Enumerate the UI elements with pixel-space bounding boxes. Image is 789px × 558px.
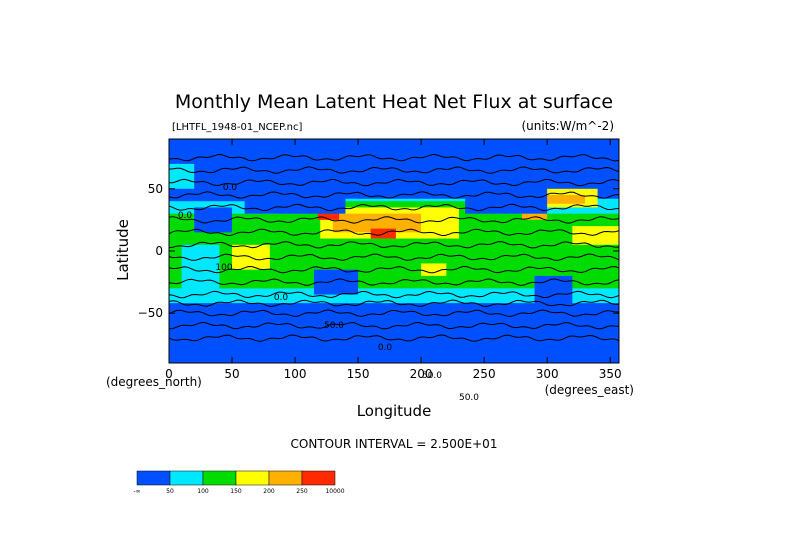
contour-label-0: 0.0 [223, 183, 238, 193]
x-unit-label: (degrees_east) [545, 383, 634, 397]
contour-labels: 0.0 0.0 100 0.0 50.0 0.0 50.0 50.0 [178, 183, 479, 403]
contour-line-11 [168, 203, 620, 212]
heatmap-region-11 [547, 195, 585, 204]
dataset-label: [LHTFL_1948-01_NCEP.nc] [172, 122, 302, 133]
x-tick-label-350: 350 [599, 367, 622, 381]
heatmap-cells [169, 139, 619, 363]
y-axis: −50 0 50 [138, 182, 619, 320]
contour-line-13 [168, 178, 620, 187]
legend-swatch-3 [235, 470, 270, 486]
heatmap-region-12 [572, 226, 619, 245]
legend-label-6: 10000 [325, 488, 344, 495]
contour-line-0 [168, 334, 620, 342]
legend-swatch-5 [301, 470, 336, 486]
legend-label-0: -∞ [133, 488, 140, 495]
legend-swatch-4 [268, 470, 303, 486]
x-tick-label-100: 100 [284, 367, 307, 381]
legend-label-5: 250 [296, 488, 308, 495]
y-tick-label-50: 50 [148, 182, 163, 196]
legend-swatch-1 [169, 470, 204, 486]
contour-label-5: 0.0 [378, 343, 393, 353]
contour-line-15 [168, 153, 620, 162]
contour-line-3 [168, 299, 620, 308]
legend-swatch-2 [202, 470, 237, 486]
contour-label-6: 50.0 [422, 371, 442, 381]
contour-line-9 [168, 228, 620, 237]
x-tick-label-300: 300 [536, 367, 559, 381]
contour-label-7: 50.0 [459, 393, 479, 403]
contour-line-12 [168, 191, 620, 199]
contour-label-2: 100 [215, 263, 232, 273]
contour-line-10 [168, 216, 620, 224]
contour-line-14 [168, 166, 620, 174]
contour-line-7 [168, 253, 620, 261]
heatmap-region-26 [169, 163, 195, 189]
heatmap-region-20 [194, 207, 233, 233]
x-tick-label-0: 0 [165, 367, 173, 381]
color-legend: -∞ 50 100 150 200 250 10000 [133, 470, 345, 495]
contour-label-3: 0.0 [274, 293, 289, 303]
contour-label-1: 0.0 [178, 211, 193, 221]
contour-interval-label: CONTOUR INTERVAL = 2.500E+01 [291, 437, 498, 451]
x-tick-label-150: 150 [347, 367, 370, 381]
heatmap-region-25 [181, 244, 220, 295]
x-axis: 0 50 100 150 200 250 300 350 [165, 139, 622, 381]
heatmap-region-6 [332, 213, 422, 233]
legend-label-3: 150 [230, 488, 242, 495]
y-tick-label-0: 0 [155, 244, 163, 258]
y-axis-title: Latitude [114, 219, 132, 281]
legend-label-1: 50 [166, 488, 174, 495]
heatmap-region-19 [244, 157, 346, 214]
contour-line-2 [168, 309, 619, 318]
heatmap-region-22 [465, 163, 548, 214]
x-tick-label-50: 50 [224, 367, 239, 381]
contour-line-6 [168, 265, 620, 274]
contour-line-8 [168, 241, 620, 249]
contour-line-4 [168, 290, 620, 299]
heatmap-region-14 [421, 263, 447, 276]
y-unit-label: (degrees_north) [106, 375, 202, 389]
y-tick-label--50: −50 [138, 306, 163, 320]
chart-title: Monthly Mean Latent Heat Net Flux at sur… [175, 91, 613, 113]
heatmap-region-23 [534, 244, 573, 276]
units-label: (units:W/m^-2) [521, 119, 614, 133]
x-axis-title: Longitude [357, 402, 432, 420]
legend-swatch-0 [136, 470, 171, 486]
heatmap-region-15 [169, 303, 619, 316]
contour-line-5 [168, 278, 620, 286]
contour-label-4: 50.0 [324, 321, 344, 331]
legend-label-4: 200 [263, 488, 275, 495]
x-tick-label-250: 250 [473, 367, 496, 381]
heatmap-region-16 [169, 325, 619, 363]
legend-label-2: 100 [197, 488, 209, 495]
contour-line-1 [168, 321, 620, 330]
contour-lines [168, 153, 620, 342]
x-tick-label-200: 200 [410, 367, 433, 381]
